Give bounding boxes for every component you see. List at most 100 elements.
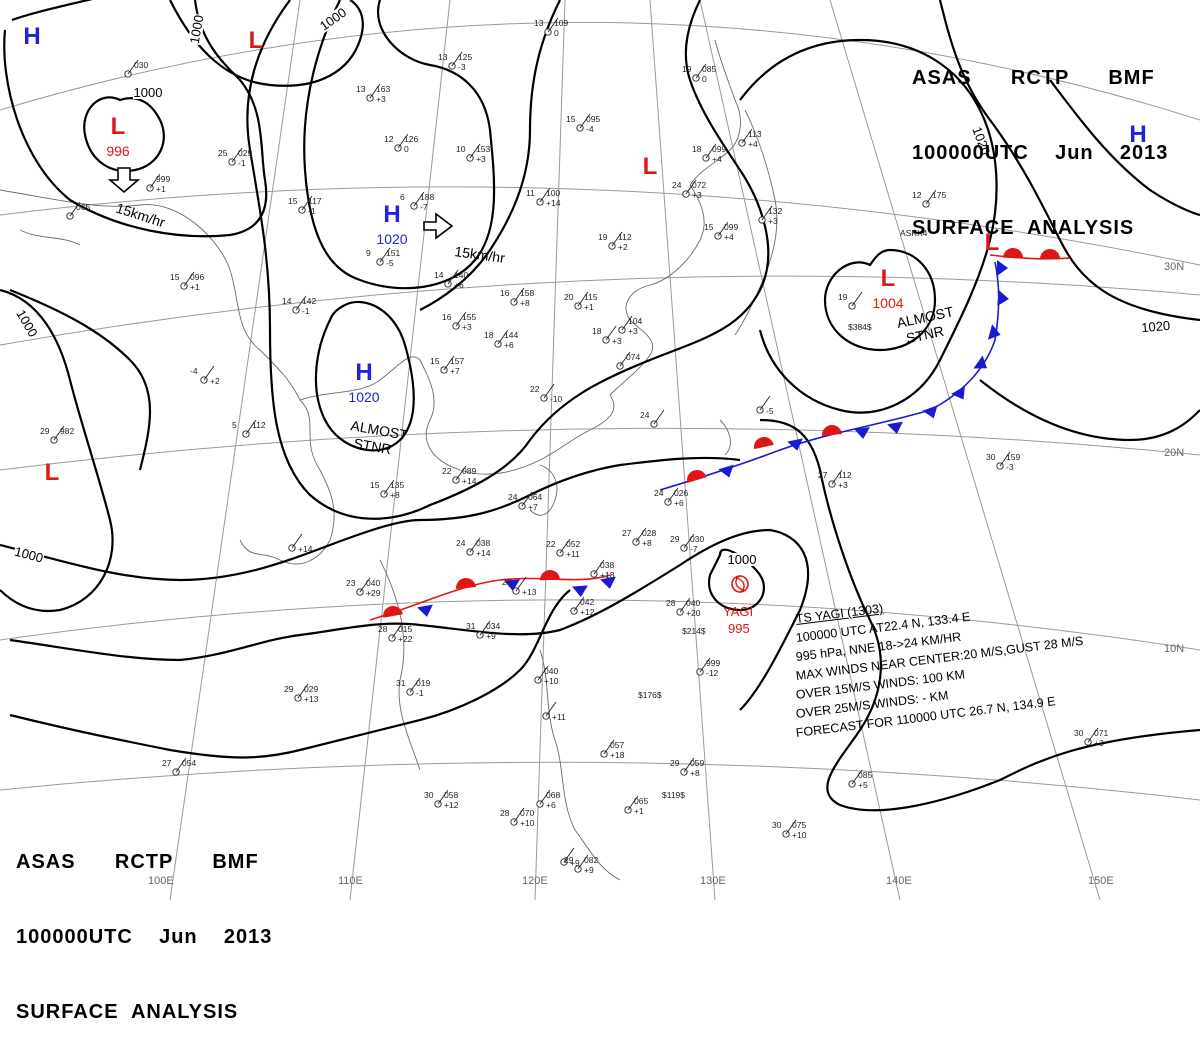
isobar-label-bg — [12, 544, 46, 565]
station-temperature: 30 — [1074, 728, 1084, 738]
station-wind-barb — [413, 191, 425, 207]
station-temperature: 19 — [598, 232, 608, 242]
station-temperature: 14 — [282, 296, 292, 306]
cold-front-barb-shape — [572, 585, 588, 597]
station-wind-barb — [497, 329, 509, 345]
station-tendency: +14 — [546, 198, 561, 208]
cold-front-barb-shape — [887, 421, 903, 434]
station-plot: -4 +2 — [190, 365, 220, 386]
station-temperature: 15 — [170, 272, 180, 282]
station-tendency: +3 — [376, 94, 386, 104]
isobar-label-bg — [970, 124, 993, 158]
station-wind-barb — [545, 701, 557, 717]
station-pressure: 100 — [546, 188, 560, 198]
station-temperature: 28 — [502, 577, 512, 587]
cold-front-barb — [854, 427, 870, 439]
storm-spiral — [735, 575, 745, 593]
station-wind-barb — [127, 59, 139, 75]
station-wind-barb — [291, 533, 303, 549]
station-temperature: 24 — [654, 488, 664, 498]
coast-kyushu — [719, 419, 731, 456]
station-temperature: 29 — [670, 758, 680, 768]
station-pressure: 099 — [724, 222, 738, 232]
isobar-high-1020-north — [303, 0, 496, 290]
station-wind-barb — [683, 757, 695, 773]
longitude-line-110e — [349, 0, 451, 900]
station-temperature: 23 — [346, 578, 356, 588]
station-plot: 22 089+14 — [442, 465, 477, 486]
station-tendency: 0 — [702, 74, 707, 84]
station-temperature: 30 — [772, 820, 782, 830]
station-wind-barb — [479, 620, 491, 636]
station-wind-barb — [515, 576, 527, 592]
cold-front-barb-shape — [787, 438, 803, 451]
station-tendency: -1 — [238, 158, 246, 168]
station-pressure: 153 — [476, 144, 490, 154]
station-plot: 15 095-4 — [566, 113, 600, 134]
station-plot: 28 015+22 — [378, 623, 413, 644]
header-top-right: ASAS RCTP BMF 100000UTC Jun 2013 SURFACE… — [912, 16, 1168, 266]
latitude-line-40n — [0, 22, 1200, 121]
isobar-east-mid — [979, 379, 1200, 442]
latitude-line-30n-upper — [0, 186, 1200, 266]
station-temperature: 15 — [704, 222, 714, 232]
station-wind-barb — [627, 795, 639, 811]
station-pressure: 159 — [1006, 452, 1020, 462]
cold-front-barb-shape — [504, 579, 520, 591]
station-wind-barb — [563, 847, 575, 863]
isobar-south-large — [9, 528, 810, 711]
pressure-center-value: 1020 — [348, 389, 379, 405]
station-temperature: 6 — [400, 192, 405, 202]
warm-front-bump — [754, 437, 774, 450]
cold-front-barb-shape — [718, 464, 734, 478]
cold-front-barb — [887, 421, 903, 434]
cold-front-barb — [718, 464, 734, 478]
pressure-center-value: 1004 — [872, 295, 903, 311]
station-plot: 25 029-1 — [218, 147, 252, 168]
station-temperature: 28 — [500, 808, 510, 818]
station-temperature: 15 — [288, 196, 298, 206]
station-plot: +11 — [542, 701, 566, 722]
station-temperature: 29 — [284, 684, 294, 694]
station-plot: 132+3 — [758, 205, 782, 226]
station-plot: 13 125-3 — [438, 51, 472, 72]
station-plot: 10 153+3 — [456, 143, 490, 164]
isobar-label-bg — [727, 553, 757, 566]
isobar-label-bg — [316, 5, 350, 34]
station-plot: 038+18 — [590, 559, 615, 580]
station-tendency: -7 — [420, 202, 428, 212]
station-tendency: +8 — [390, 490, 400, 500]
station-temperature: 15 — [430, 356, 440, 366]
station-pressure: 982 — [60, 426, 74, 436]
storm-bulletin: TS YAGI (1303) 100000 UTC AT22.4 N, 133.… — [795, 601, 1085, 743]
station-pressure: 112 — [838, 470, 852, 480]
station-wind-barb — [183, 271, 195, 287]
station-tendency: +18 — [600, 570, 615, 580]
station-wind-barb — [851, 769, 863, 785]
cold-front-barb-shape — [987, 324, 1001, 340]
station-plot: 14 142-1 — [282, 295, 316, 316]
isobar-east-south — [759, 418, 1200, 812]
warm-front-east-line — [989, 254, 1071, 260]
station-tendency: +8 — [642, 538, 652, 548]
station-wind-barb — [695, 63, 707, 79]
station-tendency: +3 — [476, 154, 486, 164]
station-plot: 16 155+3 — [442, 311, 476, 332]
station-plot: 15 157+7 — [430, 355, 464, 376]
longitude-label: 150E — [1088, 875, 1114, 887]
station-wind-barb — [469, 537, 481, 553]
stationary-front-south-line — [369, 574, 611, 621]
longitude-line-100e — [169, 0, 301, 900]
station-tendency: +14 — [476, 548, 491, 558]
station-tendency: +9 — [486, 631, 496, 641]
isobar-value-group: 1000 — [12, 544, 46, 566]
latitude-label: 30N — [1164, 261, 1184, 273]
station-plot: 042+12 — [570, 596, 595, 617]
station-note: $119$ — [662, 790, 685, 800]
station-temperature: 31 — [466, 621, 476, 631]
station-note: $176$ — [638, 690, 662, 700]
isobar-value: 1000 — [728, 552, 757, 567]
station-plot: 5 112 — [232, 419, 266, 438]
station-tendency: -3 — [458, 62, 466, 72]
isobar-high-1020-south — [314, 300, 415, 452]
